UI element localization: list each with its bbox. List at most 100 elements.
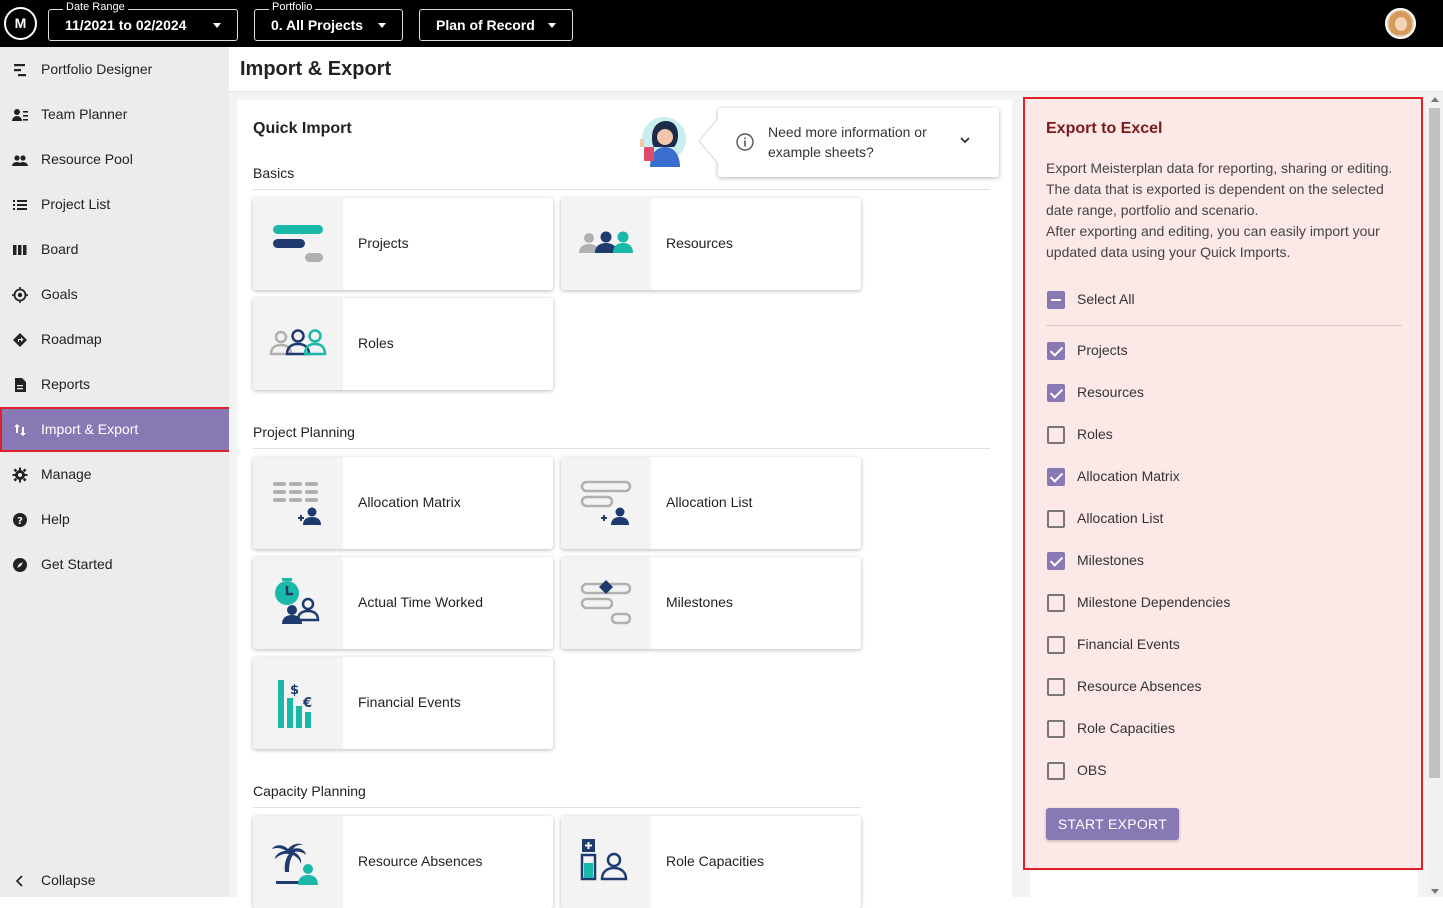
chevron-down-icon [378,23,386,28]
divider [229,91,1443,92]
quick-import-title: Quick Import [253,120,352,137]
sidebar-item-manage[interactable]: Manage [0,452,229,497]
checkbox-role-capacities[interactable] [1047,720,1065,738]
info-text: Need more information or example sheets? [768,124,927,160]
collapse-label: Collapse [41,872,96,888]
role-capacities-icon [580,839,628,881]
group-title-capacity-planning: Capacity Planning [253,783,366,799]
import-card-actual-time-worked[interactable]: Actual Time Worked [253,557,553,649]
palm-tree-icon [272,843,318,885]
option-label[interactable]: Resource Absences [1077,678,1202,694]
option-label[interactable]: Milestone Dependencies [1077,594,1231,610]
option-label[interactable]: OBS [1077,762,1107,778]
projects-icon [273,225,323,262]
sidebar-item-project-list[interactable]: Project List [0,182,229,227]
scroll-down-icon[interactable] [1431,889,1439,894]
export-panel [1023,97,1423,870]
import-card-allocation-list[interactable]: Allocation List [561,457,861,549]
reports-icon [15,378,26,392]
sidebar-item-resource-pool[interactable]: Resource Pool [0,137,229,182]
select-all-checkbox[interactable] [1047,291,1065,309]
checkbox-allocation-matrix[interactable] [1047,468,1065,486]
card-label: Projects [358,235,409,251]
option-label[interactable]: Milestones [1077,552,1144,568]
checkbox-financial-events[interactable] [1047,636,1065,654]
sidebar-item-team-planner[interactable]: Team Planner [0,92,229,137]
divider [253,807,861,808]
option-label[interactable]: Financial Events [1077,636,1180,652]
checkbox-obs[interactable] [1047,762,1065,780]
info-box[interactable]: Need more information or example sheets? [718,108,999,177]
checkbox-resources[interactable] [1047,384,1065,402]
scrollbar-thumb[interactable] [1429,108,1440,778]
group-title-basics: Basics [253,165,295,181]
scenario-dropdown[interactable]: Plan of Record [419,9,573,41]
goals-icon [12,287,28,303]
allocation-list-icon [580,480,632,525]
svg-text:$: $ [290,683,299,698]
sidebar-item-reports[interactable]: Reports [0,362,229,407]
user-avatar[interactable] [1385,8,1416,39]
card-label: Role Capacities [666,853,765,869]
import-card-allocation-matrix[interactable]: Allocation Matrix [253,457,553,549]
sidebar-item-portfolio-designer[interactable]: Portfolio Designer [0,47,229,92]
checkbox-milestone-dependencies[interactable] [1047,594,1065,612]
info-pointer [698,117,721,165]
import-card-resources[interactable]: Resources [561,198,861,290]
portfolio-dropdown[interactable]: Portfolio 0. All Projects [254,0,403,41]
import-card-financial-events[interactable]: $ € Financial Events [253,657,553,749]
sidebar-item-goals[interactable]: Goals [0,272,229,317]
option-label[interactable]: Projects [1077,342,1128,358]
sidebar-collapse[interactable]: Collapse [0,858,229,903]
import-card-projects[interactable]: Projects [253,198,553,290]
option-label[interactable]: Roles [1077,426,1113,442]
resources-icon [579,231,633,253]
sidebar-item-help[interactable]: ? Help [0,497,229,542]
app-logo[interactable]: M [4,7,37,40]
date-range-dropdown[interactable]: Date Range 11/2021 to 02/2024 [48,0,238,41]
sidebar-item-label: Portfolio Designer [41,61,153,77]
checkbox-milestones[interactable] [1047,552,1065,570]
option-label[interactable]: Resources [1077,384,1144,400]
sidebar-item-board[interactable]: Board [0,227,229,272]
checkbox-roles[interactable] [1047,426,1065,444]
divider [1046,325,1402,326]
card-label: Allocation List [666,494,753,510]
card-label: Allocation Matrix [358,494,461,510]
scroll-up-icon[interactable] [1431,97,1439,102]
sidebar-item-label: Help [41,511,70,527]
description-line: After exporting and editing, you can eas… [1046,223,1380,239]
chevron-down-icon [213,23,221,28]
date-range-value: 11/2021 to 02/2024 [65,17,187,33]
option-label[interactable]: Role Capacities [1077,720,1176,736]
export-title: Export to Excel [1046,120,1163,137]
checkbox-allocation-list[interactable] [1047,510,1065,528]
chevron-left-icon [15,875,23,887]
import-card-role-capacities[interactable]: Role Capacities [561,816,861,908]
start-export-button[interactable]: START EXPORT [1046,808,1179,840]
option-label[interactable]: Allocation Matrix [1077,468,1180,484]
milestones-icon [580,580,632,625]
sidebar-item-label: Reports [41,376,91,392]
svg-text:?: ? [17,516,23,527]
sidebar-item-get-started[interactable]: Get Started [0,542,229,587]
select-all-label[interactable]: Select All [1077,291,1135,307]
scenario-value: Plan of Record [436,17,535,33]
chevron-down-icon[interactable] [959,134,971,146]
option-label[interactable]: Allocation List [1077,510,1164,526]
roadmap-icon [13,333,27,347]
checkbox-projects[interactable] [1047,342,1065,360]
chevron-down-icon [548,23,556,28]
import-card-resource-absences[interactable]: Resource Absences [253,816,553,908]
import-card-roles[interactable]: Roles [253,298,553,390]
sidebar-item-roadmap[interactable]: Roadmap [0,317,229,362]
card-label: Actual Time Worked [358,594,484,610]
panel-footer [1030,871,1418,897]
checkbox-resource-absences[interactable] [1047,678,1065,696]
stopwatch-icon [275,578,320,624]
import-card-milestones[interactable]: Milestones [561,557,861,649]
description-line: Export Meisterplan data for reporting, s… [1046,160,1393,176]
sidebar-item-label: Import & Export [41,421,139,437]
sidebar-item-label: Resource Pool [41,151,133,167]
sidebar-item-import-export[interactable]: Import & Export [0,407,231,452]
